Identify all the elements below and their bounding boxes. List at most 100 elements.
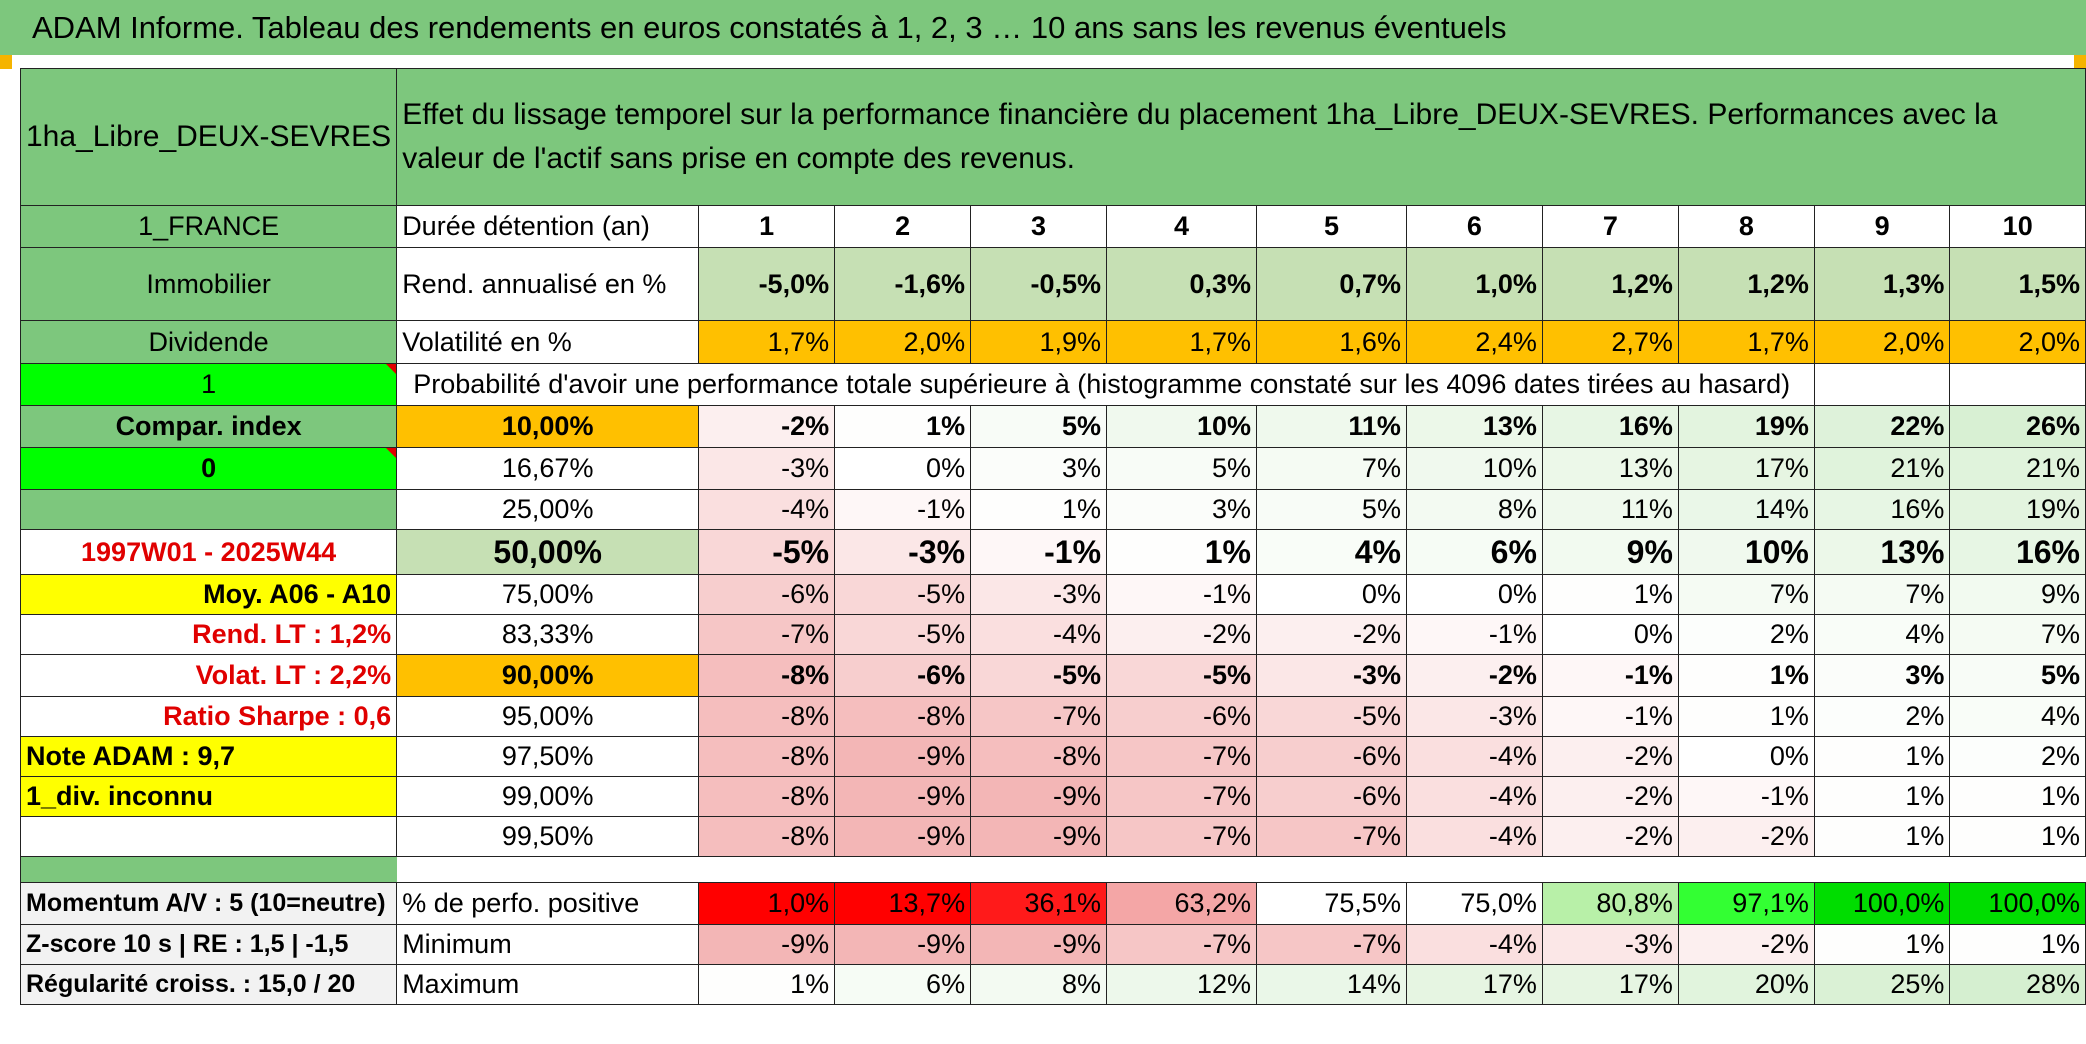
quantile-value: 14% [1677,489,1815,530]
quantile-label: 95,00% [396,696,700,737]
rend-value: -1,6% [834,247,972,321]
quantile-value: 9% [1541,529,1679,575]
quantile-row: Ratio Sharpe : 0,6 95,00% -8% -8% -7% -6% -5% -… [19,696,2086,737]
quantile-value: -9% [970,816,1108,857]
vol-value: 1,7% [698,320,836,364]
quantile-value: 19% [1949,489,2086,530]
rend-value: -0,5% [970,247,1108,321]
quantile-value: 2% [1949,736,2086,777]
quantile-value: -6% [698,574,836,615]
rend-value: 1,5% [1949,247,2086,321]
quantile-value: 8% [1405,489,1543,530]
maximum-value: 17% [1541,964,1679,1005]
quantile-label: 99,00% [396,776,700,817]
quantile-row: Compar. index 10,00% -2% 1% 5% 10% 11% 13% 16% 19… [19,405,2086,448]
quantile-value: -8% [698,736,836,777]
quantile-value: -8% [834,696,972,737]
country-cell: 1_FRANCE [19,205,398,248]
quantile-value: 10% [1405,447,1543,490]
minimum-value: -9% [834,924,972,965]
year-header-10: 10 [1949,205,2086,248]
quantile-value: -1% [1677,776,1815,817]
quantile-value: 13% [1405,405,1543,448]
maximum-value: 20% [1677,964,1815,1005]
quantile-value: -7% [970,696,1108,737]
quantile-value: -4% [1405,736,1543,777]
note-adam-cell: Note ADAM : 9,7 [19,736,398,777]
quantile-value: 1% [1677,654,1815,697]
quantile-value: -8% [698,696,836,737]
flag-one-cell[interactable]: 1 [19,363,398,406]
compar-index-cell: Compar. index [19,405,398,448]
quantile-value: -1% [1541,696,1679,737]
quantile-value: 0% [1677,736,1815,777]
quantile-value: -7% [1256,816,1407,857]
quantile-value: -7% [698,614,836,655]
rend-value: 0,7% [1256,247,1407,321]
minimum-row: Z-score 10 s | RE : 1,5 | -1,5 Minimum -9%… [19,924,2086,965]
quantile-label: 97,50% [396,736,700,777]
vol-value: 1,7% [1677,320,1815,364]
quantile-value: 7% [1813,574,1951,615]
quantile-value: 7% [1256,447,1407,490]
quantile-value: -1% [1106,574,1257,615]
quantile-value: -7% [1106,776,1257,817]
quantile-value: -1% [1541,654,1679,697]
quantile-value: -6% [1256,776,1407,817]
quantile-value: -2% [1541,816,1679,857]
quantile-label: 83,33% [396,614,700,655]
quantile-value: 0% [834,447,972,490]
quantile-value: 3% [1813,654,1951,697]
quantile-value: 1% [1949,816,2086,857]
quantile-row: Rend. LT : 1,2% 83,33% -7% -5% -4% -2% -2% -1% 0… [19,614,2086,655]
quantile-value: 7% [1677,574,1815,615]
maximum-value: 6% [834,964,972,1005]
vol-value: 1,6% [1256,320,1407,364]
vol-value: 1,7% [1106,320,1257,364]
category-cell: Immobilier [19,247,398,321]
quantile-value: 2% [1813,696,1951,737]
quantile-value: 7% [1949,614,2086,655]
quantile-value: 0% [1541,614,1679,655]
quantile-value: -8% [698,654,836,697]
quantile-value: -2% [1541,776,1679,817]
minimum-value: -7% [1256,924,1407,965]
positive-value: 1,0% [698,882,836,925]
minimum-left-cell: Z-score 10 s | RE : 1,5 | -1,5 [19,924,398,965]
positive-value: 75,0% [1405,882,1543,925]
minimum-value: -9% [698,924,836,965]
quantile-value: 5% [1106,447,1257,490]
quantile-value: 3% [1106,489,1257,530]
quantile-value: -2% [1106,614,1257,655]
maximum-value: 14% [1256,964,1407,1005]
quantile-value: 1% [834,405,972,448]
quantile-value: 19% [1677,405,1815,448]
quantile-value: -6% [1256,736,1407,777]
rend-value: 0,3% [1106,247,1257,321]
moy-cell: Moy. A06 - A10 [19,574,398,615]
minimum-value: -3% [1541,924,1679,965]
quantile-value: 10% [1677,529,1815,575]
quantile-value: 0% [1405,574,1543,615]
quantile-value: 1% [970,489,1108,530]
quantile-value: -3% [970,574,1108,615]
sharpe-cell: Ratio Sharpe : 0,6 [19,696,398,737]
rend-lt-cell: Rend. LT : 1,2% [19,614,398,655]
quantile-value: 5% [970,405,1108,448]
minimum-value: -9% [970,924,1108,965]
year-header-8: 8 [1677,205,1815,248]
positive-label: % de perfo. positive [396,882,700,925]
vol-label: Volatilité en % [396,320,700,364]
year-header-3: 3 [970,205,1108,248]
quantile-value: -5% [1256,696,1407,737]
flag-zero-cell[interactable]: 0 [19,447,398,490]
vol-value: 2,0% [1949,320,2086,364]
quantile-row: Note ADAM : 9,7 97,50% -8% -9% -8% -7% -6% -4% -… [19,736,2086,777]
maximum-label: Maximum [396,964,700,1005]
quantile-value: -4% [1405,776,1543,817]
duration-label: Durée détention (an) [396,205,700,248]
positive-value: 100,0% [1949,882,2086,925]
vol-value: 2,4% [1405,320,1543,364]
quantile-value: -9% [834,816,972,857]
quantile-label: 75,00% [396,574,700,615]
